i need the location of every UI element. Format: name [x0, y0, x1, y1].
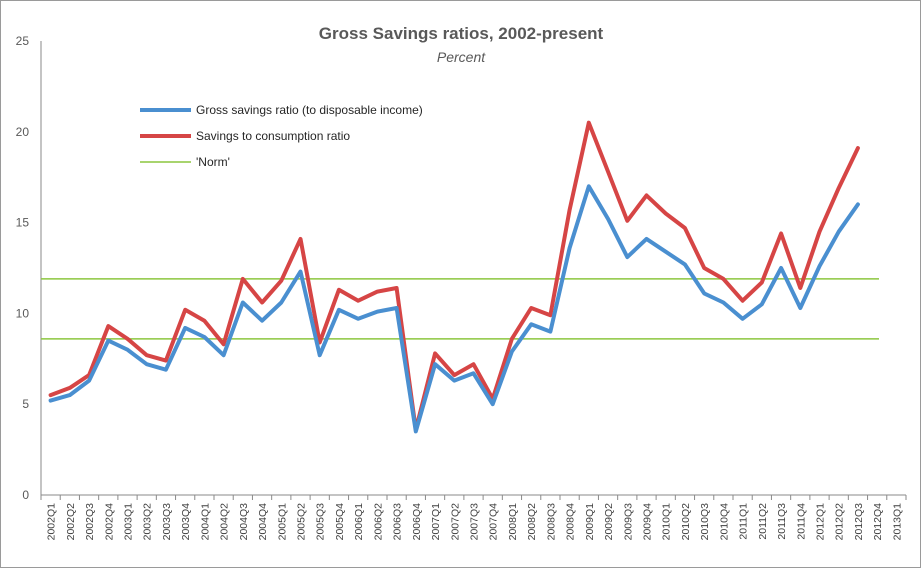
- y-tick-label: 20: [16, 125, 30, 139]
- y-tick-labels: 0 5 10 15 20 25: [16, 34, 30, 502]
- x-tick-label: 2007Q1: [430, 503, 442, 541]
- x-tick-label: 2005Q1: [276, 503, 288, 541]
- x-tick-label: 2005Q3: [315, 503, 327, 541]
- chart-subtitle: Percent: [437, 49, 486, 65]
- x-tick-label: 2012Q3: [853, 503, 865, 541]
- x-tick-label: 2005Q2: [296, 503, 308, 541]
- x-tick-label: 2011Q4: [795, 503, 807, 540]
- x-tick-label: 2003Q3: [161, 503, 173, 541]
- chart-title: Gross Savings ratios, 2002-present: [319, 24, 604, 43]
- series-lines: [48, 120, 860, 434]
- x-tick-label: 2008Q3: [545, 503, 557, 541]
- x-tick-label: 2010Q1: [661, 503, 673, 541]
- y-tick-label: 15: [16, 216, 30, 230]
- x-tick-label: 2010Q2: [680, 503, 692, 541]
- x-tick-label: 2004Q1: [199, 503, 211, 541]
- x-tick-label: 2004Q2: [219, 503, 231, 541]
- x-tick-label: 2010Q4: [718, 503, 730, 541]
- y-tick-label: 10: [16, 306, 30, 320]
- x-tick-label: 2002Q1: [46, 503, 58, 541]
- x-tick-label: 2011Q1: [738, 503, 750, 540]
- x-tick-label: 2003Q1: [123, 503, 135, 541]
- x-tick-label: 2007Q2: [449, 503, 461, 541]
- x-tick-label: 2004Q3: [238, 503, 250, 541]
- series-line-savings-consumption: [48, 120, 860, 432]
- x-tick-label: 2004Q4: [257, 503, 269, 541]
- x-tick-label: 2011Q2: [757, 503, 769, 540]
- x-tick-labels: 2002Q1 2002Q2 2002Q3 2002Q4 2003Q1 2003Q2 2003…: [40, 495, 907, 541]
- x-tick-label: 2008Q2: [526, 503, 538, 541]
- x-tick-label: 2009Q4: [642, 503, 654, 541]
- x-tick-label: 2010Q3: [699, 503, 711, 541]
- x-tick-label: 2009Q3: [622, 503, 634, 541]
- y-tick-label: 0: [22, 488, 29, 502]
- x-tick-label: 2006Q4: [411, 503, 423, 541]
- y-tick-label: 25: [16, 34, 30, 48]
- legend-label-norm: 'Norm': [196, 155, 230, 169]
- x-tick-label: 2002Q3: [84, 503, 96, 541]
- legend-label-gross-savings: Gross savings ratio (to disposable incom…: [196, 103, 423, 117]
- x-tick-label: 2012Q1: [815, 503, 827, 541]
- x-tick-label: 2012Q4: [872, 503, 884, 541]
- legend-label-savings-consumption: Savings to consumption ratio: [196, 129, 350, 143]
- x-tick-label: 2009Q2: [603, 503, 615, 541]
- x-tick-label: 2012Q2: [834, 503, 846, 541]
- legend: Gross savings ratio (to disposable incom…: [140, 103, 423, 169]
- x-tick-label: 2006Q1: [353, 503, 365, 541]
- y-tick-label: 5: [22, 397, 29, 411]
- x-tick-label: 2006Q3: [392, 503, 404, 541]
- x-tick-label: 2007Q3: [469, 503, 481, 541]
- x-tick-label: 2009Q1: [584, 503, 596, 541]
- x-tick-label: 2007Q4: [488, 503, 500, 541]
- x-tick-label: 2003Q4: [180, 503, 192, 541]
- x-tick-label: 2011Q3: [776, 503, 788, 540]
- series-line-gross-savings: [48, 184, 860, 434]
- x-tick-label: 2006Q2: [372, 503, 384, 541]
- x-tick-label: 2008Q1: [507, 503, 519, 541]
- x-tick-label: 2005Q4: [334, 503, 346, 541]
- x-tick-label: 2002Q4: [103, 503, 115, 541]
- x-tick-label: 2013Q1: [891, 503, 903, 541]
- x-tick-label: 2003Q2: [142, 503, 154, 541]
- x-tick-label: 2008Q4: [565, 503, 577, 541]
- x-tick-label: 2002Q2: [65, 503, 77, 541]
